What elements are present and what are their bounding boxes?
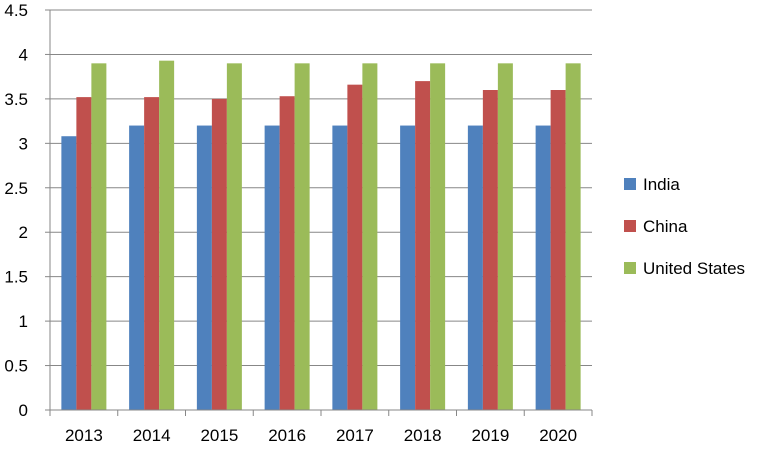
- bar-china-2020: [550, 90, 566, 410]
- bar-united-states-2016: [294, 63, 310, 410]
- legend-label: India: [643, 175, 680, 194]
- bar-india-2014: [129, 125, 145, 411]
- bar-china-2019: [482, 90, 498, 410]
- legend-swatch-china: [624, 220, 636, 232]
- bar-united-states-2014: [159, 60, 175, 411]
- axes: [45, 9, 593, 416]
- y-tick-label: 0.5: [4, 357, 28, 376]
- y-tick-label: 4: [19, 45, 28, 64]
- x-tick-label: 2019: [471, 426, 509, 445]
- x-tick-label: 2018: [404, 426, 442, 445]
- y-tick-label: 0: [19, 401, 28, 420]
- x-tick-label: 2016: [268, 426, 306, 445]
- y-tick-label: 2.5: [4, 179, 28, 198]
- bar-united-states-2015: [226, 63, 242, 410]
- bar-china-2014: [144, 97, 160, 410]
- bars: [61, 60, 581, 411]
- y-tick-label: 2: [19, 223, 28, 242]
- x-tick-label: 2020: [539, 426, 577, 445]
- legend-label: United States: [643, 259, 745, 278]
- bar-india-2016: [264, 125, 280, 411]
- y-tick-labels: 0 0.5 1 1.5 2 2.5 3 3.5 4 4.5: [4, 1, 28, 420]
- x-tick-label: 2014: [133, 426, 171, 445]
- x-tick-label: 2015: [200, 426, 238, 445]
- bar-india-2020: [535, 125, 551, 411]
- bar-china-2015: [211, 98, 227, 410]
- legend-swatch-india: [624, 178, 636, 190]
- legend: India China United States: [624, 175, 745, 278]
- y-tick-label: 1: [19, 312, 28, 331]
- y-tick-label: 4.5: [4, 1, 28, 20]
- bar-india-2015: [196, 125, 212, 411]
- bar-india-2013: [61, 136, 77, 410]
- y-tick-label: 1.5: [4, 268, 28, 287]
- bar-united-states-2019: [497, 63, 513, 410]
- bar-china-2018: [415, 81, 431, 410]
- bar-united-states-2017: [362, 63, 378, 410]
- bar-united-states-2020: [565, 63, 581, 410]
- bar-india-2018: [400, 125, 416, 411]
- y-tick-label: 3.5: [4, 90, 28, 109]
- bar-china-2013: [76, 97, 92, 410]
- bar-united-states-2018: [430, 63, 446, 410]
- bar-united-states-2013: [91, 63, 107, 410]
- legend-swatch-united-states: [624, 262, 636, 274]
- bar-india-2019: [467, 125, 483, 411]
- legend-label: China: [643, 217, 688, 236]
- x-tick-label: 2013: [65, 426, 103, 445]
- bar-india-2017: [332, 125, 348, 411]
- bar-china-2016: [279, 96, 295, 410]
- bar-china-2017: [347, 84, 363, 411]
- x-tick-label: 2017: [336, 426, 374, 445]
- x-tick-labels: 2013 2014 2015 2016 2017 2018 2019 2020: [65, 426, 577, 445]
- y-tick-label: 3: [19, 134, 28, 153]
